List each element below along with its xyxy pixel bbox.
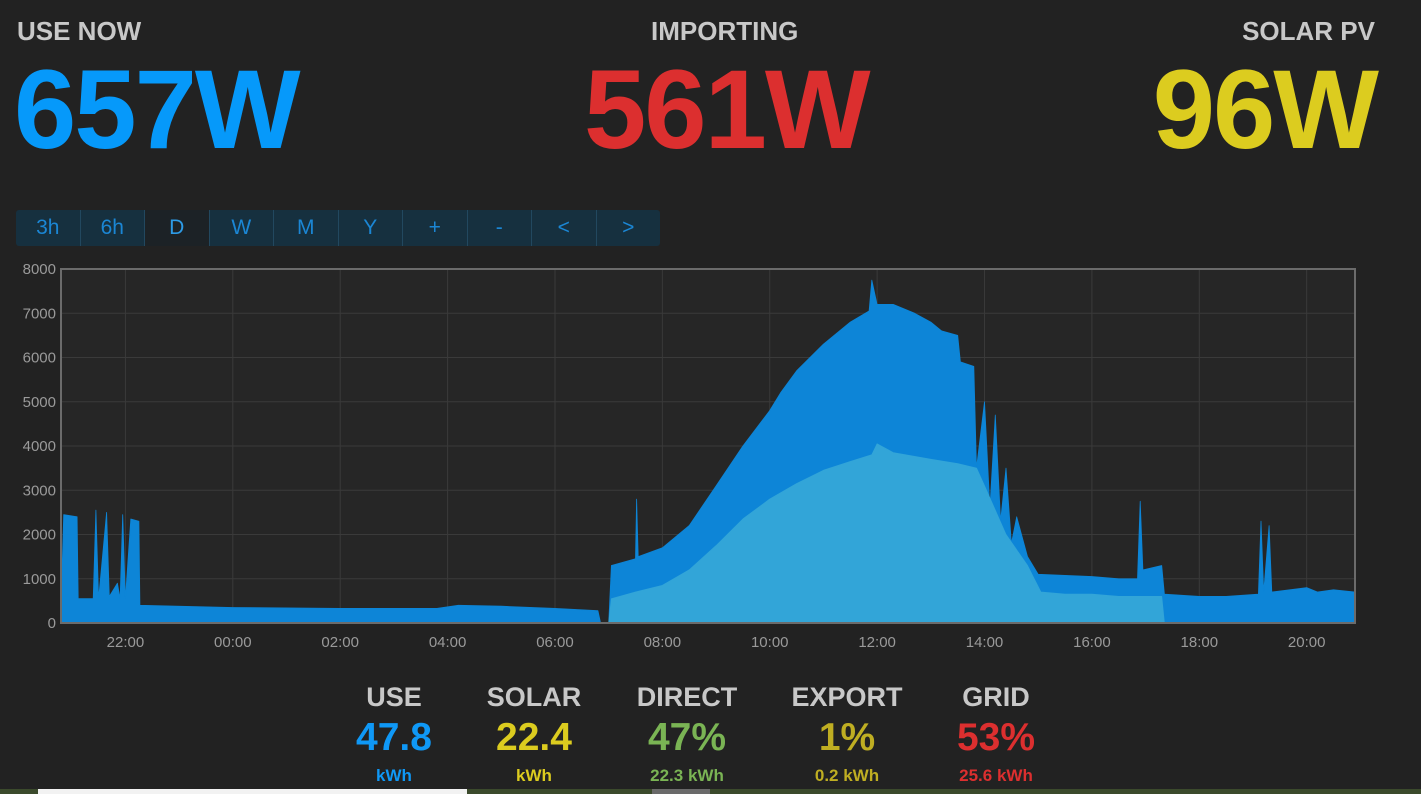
y-tick-label: 5000 [23, 394, 56, 411]
solar-pv-label: SOLAR PV [1242, 16, 1375, 46]
x-tick-label: 16:00 [1073, 634, 1111, 651]
x-tick-label: 12:00 [858, 634, 896, 651]
zoom-out-button[interactable]: - [468, 210, 532, 246]
x-tick-label: 08:00 [644, 634, 682, 651]
x-tick-label: 06:00 [536, 634, 574, 651]
summary-direct-value: 47% [647, 716, 727, 759]
x-tick-label: 02:00 [321, 634, 359, 651]
importing-label: IMPORTING [651, 16, 799, 46]
summary-grid-sub: 25.6 kWh [959, 766, 1033, 785]
x-tick-label: 22:00 [107, 634, 145, 651]
pan-left-button[interactable]: < [532, 210, 597, 246]
summary-export-title: EXPORT [791, 682, 903, 712]
y-tick-label: 2000 [23, 527, 56, 544]
summary-grid-value: 53% [956, 716, 1036, 759]
y-tick-label: 3000 [23, 482, 56, 499]
summary-use-title: USE [366, 682, 422, 712]
summary-export-sub: 0.2 kWh [814, 766, 880, 785]
x-tick-label: 18:00 [1181, 634, 1219, 651]
summary-solar-title: SOLAR [486, 682, 582, 712]
series-area-1 [608, 443, 1165, 624]
summary-solar: SOLAR 22.4 kWh [459, 682, 609, 788]
range-day-button[interactable]: D [145, 210, 210, 246]
importing-value: 561W [584, 47, 871, 172]
bottom-edge-strip [0, 789, 1421, 794]
x-tick-label: 04:00 [429, 634, 467, 651]
use-now-label: USE NOW [17, 16, 142, 46]
y-tick-label: 1000 [23, 571, 56, 588]
summary-grid: GRID 53% 25.6 kWh [921, 682, 1071, 788]
summary-direct-title: DIRECT [636, 682, 738, 712]
x-tick-label: 00:00 [214, 634, 252, 651]
time-range-toolbar: 3h 6h D W M Y + - < > [16, 210, 660, 246]
plot-frame [60, 268, 1356, 624]
summary-direct: DIRECT 47% 22.3 kWh [612, 682, 762, 788]
y-tick-label: 8000 [23, 261, 56, 278]
x-tick-label: 20:00 [1288, 634, 1326, 651]
y-tick-label: 0 [48, 615, 56, 632]
range-3h-button[interactable]: 3h [16, 210, 81, 246]
zoom-in-button[interactable]: + [403, 210, 468, 246]
summary-export: EXPORT 1% 0.2 kWh [772, 682, 922, 788]
summary-use: USE 47.8 kWh [319, 682, 469, 788]
summary-solar-value: 22.4 [496, 716, 572, 759]
solar-pv-value: 96W [1152, 47, 1379, 172]
pan-right-button[interactable]: > [622, 216, 635, 239]
bottom-edge-highlight [38, 789, 467, 794]
x-tick-label: 10:00 [751, 634, 789, 651]
range-month-button[interactable]: M [274, 210, 339, 246]
range-year-button[interactable]: Y [339, 210, 403, 246]
summary-grid-title: GRID [962, 682, 1030, 712]
summary-direct-sub: 22.3 kWh [650, 766, 724, 785]
use-now-value: 657W [14, 47, 301, 172]
summary-use-sub: kWh [376, 766, 412, 785]
power-chart[interactable]: 0 1000 2000 3000 4000 5000 6000 7000 8000 22:00 00… [0, 256, 1421, 662]
range-6h-button[interactable]: 6h [81, 210, 145, 246]
y-tick-label: 6000 [23, 350, 56, 367]
x-tick-label: 14:00 [966, 634, 1004, 651]
bottom-edge-marker [652, 789, 710, 794]
summary-export-value: 1% [818, 716, 876, 759]
summary-solar-sub: kWh [516, 766, 552, 785]
summary-use-value: 47.8 [356, 716, 432, 759]
y-tick-label: 4000 [23, 438, 56, 455]
range-week-button[interactable]: W [210, 210, 274, 246]
y-tick-label: 7000 [23, 305, 56, 322]
